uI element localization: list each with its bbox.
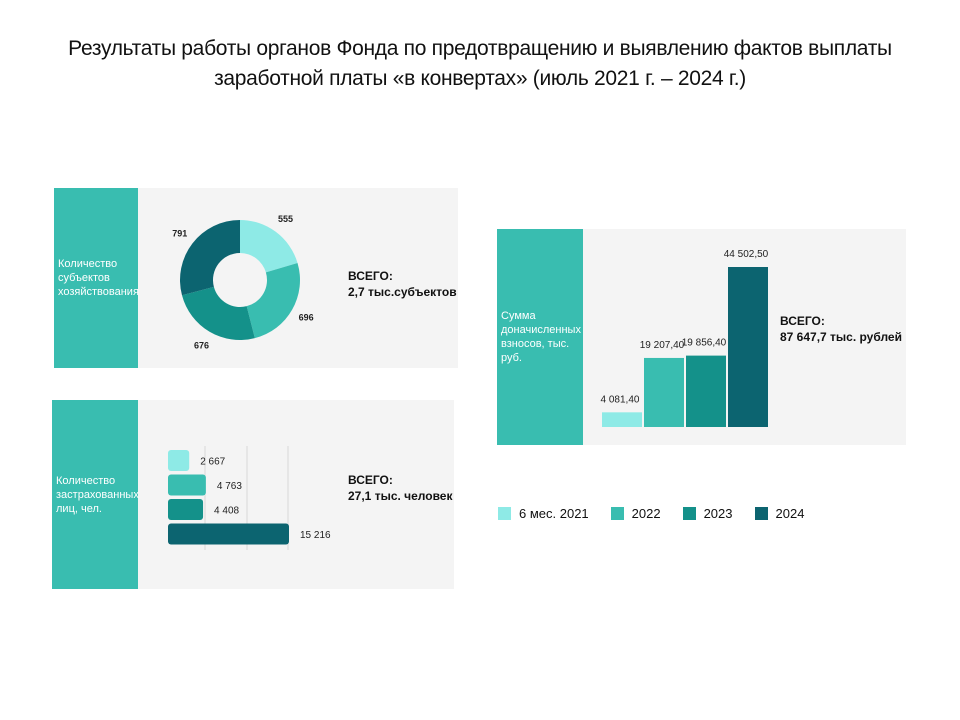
bar-data-label: 4 408 (214, 506, 239, 517)
legend-label: 6 мес. 2021 (519, 506, 589, 521)
bar-data-label: 44 502,50 (724, 249, 769, 260)
donut-data-label: 676 (194, 341, 209, 351)
bar-data-label: 4 081,40 (601, 394, 640, 405)
legend-swatch (610, 507, 624, 520)
bar (168, 499, 204, 520)
legend-item: 6 мес. 2021 (498, 506, 589, 521)
insured-total-value: 27,1 тыс. человек (348, 489, 453, 503)
bar (644, 357, 684, 427)
insured-label-line: лиц, чел. (56, 502, 102, 515)
page-title: Результаты работы органов Фонда по предо… (60, 34, 900, 94)
bar-data-label: 2 667 (200, 457, 225, 468)
bar (168, 523, 289, 545)
entities-total: ВСЕГО: 2,7 тыс.субъектов (348, 268, 457, 300)
contributions-label-line: руб. (501, 352, 522, 364)
legend-swatch (682, 507, 696, 520)
legend-label: 2022 (631, 506, 661, 521)
donut-data-label: 555 (278, 214, 293, 224)
insured-total-label: ВСЕГО: (348, 473, 393, 487)
entities-label-line: хозяйствования (58, 286, 139, 298)
contributions-label-line: Сумма (501, 310, 536, 322)
entities-side-label: Количество субъектов хозяйствования (54, 188, 139, 368)
bar (168, 450, 190, 471)
contributions-label-line: доначисленных (501, 324, 581, 336)
entities-total-label: ВСЕГО: (348, 269, 393, 283)
legend-swatch (754, 507, 768, 520)
bar (168, 474, 206, 496)
donut-data-label: 696 (299, 313, 314, 323)
bar (728, 267, 768, 427)
bar (602, 412, 642, 427)
entities-label-line: Количество (58, 258, 118, 270)
insured-bar-chart: 2 667 4 763 4 408 15 216 (168, 446, 331, 550)
entities-label-line: субъектов (58, 272, 110, 284)
donut-segment (246, 262, 300, 339)
insured-label-line: застрахованных (56, 488, 139, 501)
legend-label: 2024 (775, 506, 805, 521)
legend-label: 2023 (703, 506, 733, 521)
contributions-total-label: ВСЕГО: (780, 314, 825, 328)
insured-label-line: Количество (56, 474, 116, 487)
bar-data-label: 19 856,40 (682, 338, 727, 349)
insured-side-label: Количество застрахованных лиц, чел. (52, 400, 139, 589)
donut-data-label: 791 (172, 229, 187, 239)
bar-data-label: 19 207,40 (640, 340, 685, 351)
contributions-total-value: 87 647,7 тыс. рублей (780, 330, 902, 344)
legend-item: 2023 (682, 506, 733, 521)
contributions-side-label: Сумма доначисленных взносов, тыс. руб. (497, 229, 583, 445)
legend-item: 2022 (610, 506, 661, 521)
donut-segment (180, 220, 240, 296)
contributions-total: ВСЕГО: 87 647,7 тыс. рублей (780, 313, 902, 345)
donut-segment (181, 286, 255, 340)
donut-segment (240, 220, 298, 273)
entities-donut-chart: 555 696 676 791 (172, 214, 314, 351)
entities-total-value: 2,7 тыс.субъектов (348, 285, 457, 299)
title-line-2: заработной платы «в конвертах» (июль 202… (214, 67, 746, 90)
legend-swatch (498, 507, 511, 520)
bar-data-label: 4 763 (217, 481, 242, 492)
title-line-1: Результаты работы органов Фонда по предо… (68, 37, 892, 60)
chart-legend: 6 мес. 2021 2022 2023 2024 (498, 506, 826, 521)
contributions-label-line: взносов, тыс. (501, 338, 570, 350)
bar (686, 355, 726, 427)
bar-data-label: 15 216 (300, 530, 331, 541)
insured-total: ВСЕГО: 27,1 тыс. человек (348, 472, 453, 504)
legend-item: 2024 (754, 506, 805, 521)
